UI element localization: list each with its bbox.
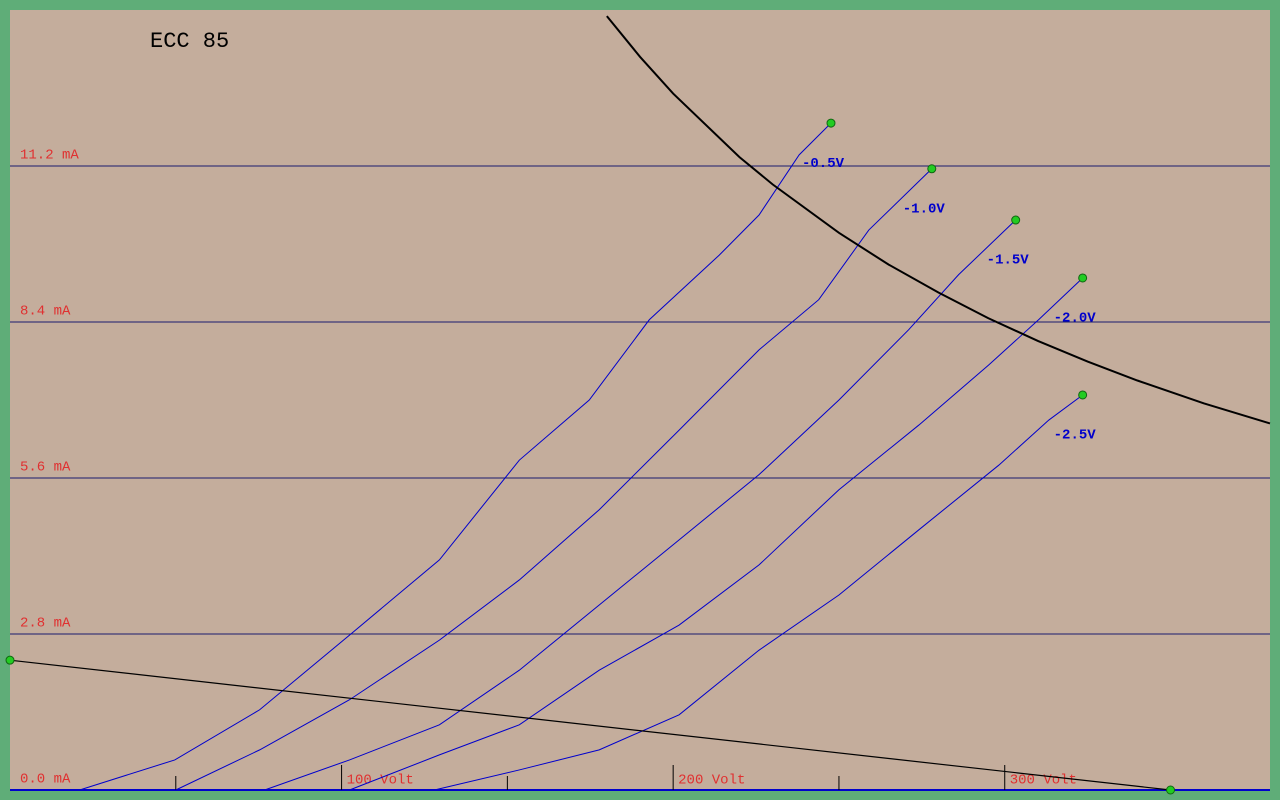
series-label: -1.5V — [987, 253, 1030, 269]
end-marker — [1078, 390, 1088, 400]
y-tick-label: 8.4 mA — [20, 304, 71, 320]
series-line — [349, 277, 1084, 791]
y-tick-label: 11.2 mA — [20, 148, 79, 164]
series-line — [606, 15, 1271, 425]
series-line — [175, 168, 933, 791]
end-marker — [1011, 215, 1021, 225]
y-tick-label: 5.6 mA — [20, 460, 71, 476]
x-tick-label: 200 Volt — [678, 773, 745, 789]
series-label: -2.5V — [1054, 428, 1097, 444]
plot-area — [10, 10, 1270, 790]
end-marker — [1078, 273, 1088, 283]
end-marker — [927, 164, 937, 174]
end-marker — [5, 655, 15, 665]
x-tick-label: 300 Volt — [1010, 773, 1077, 789]
series-label: -1.0V — [903, 201, 946, 217]
y-tick-label: 2.8 mA — [20, 616, 71, 632]
series-label: -2.0V — [1054, 311, 1097, 327]
series-line — [434, 394, 1083, 791]
series-line — [9, 659, 1171, 791]
end-marker — [826, 118, 836, 128]
y-tick-label: 0.0 mA — [20, 772, 71, 788]
series-line — [79, 122, 832, 791]
series-line — [264, 219, 1017, 791]
chart-title: ECC 85 — [150, 29, 229, 54]
end-marker — [1166, 785, 1176, 795]
series-label: -0.5V — [802, 156, 845, 172]
x-tick-label: 100 Volt — [347, 773, 414, 789]
